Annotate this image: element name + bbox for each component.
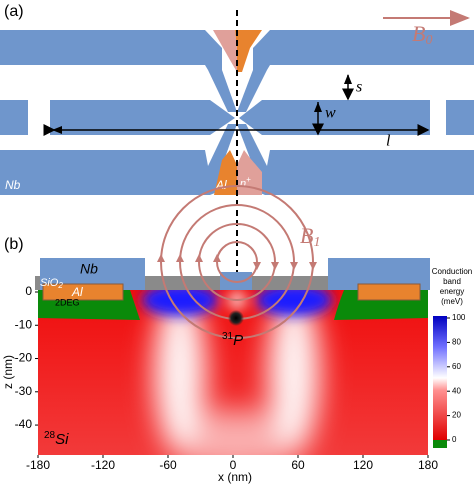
nb-label: Nb	[80, 261, 98, 277]
arrow-head	[314, 102, 322, 112]
colorbar-tick-label: 60	[452, 362, 461, 371]
colorbar-title-line: energy	[440, 287, 464, 296]
donor-sup: 31	[222, 331, 234, 342]
substrate-base: Si	[55, 431, 69, 448]
l-label: l	[386, 133, 391, 150]
oxide-sub: 2	[57, 281, 63, 290]
b0-base: B	[412, 21, 425, 46]
n-plus-top	[213, 30, 237, 72]
nb-label: Nb	[5, 178, 21, 192]
arrow-head	[344, 74, 352, 84]
b1-base: B	[300, 223, 313, 248]
y-tick-label: -30	[15, 384, 33, 398]
colorbar-low	[433, 440, 447, 448]
b0-label: B0	[412, 21, 432, 48]
al-right	[357, 283, 421, 301]
colorbar-tick-label: 0	[452, 435, 457, 444]
x-tick-label: -60	[159, 458, 177, 472]
substrate-sup: 28	[44, 430, 56, 441]
colorbar-tick-label: 100	[452, 313, 466, 322]
b1-label: B1	[300, 223, 320, 250]
colorbar-tick-label: 40	[452, 386, 461, 395]
donor-dot	[228, 310, 244, 326]
oxide-base: SiO	[40, 277, 59, 289]
al-bottom	[214, 150, 237, 195]
colorbar-tick-label: 20	[452, 411, 461, 420]
colorbar	[433, 316, 447, 440]
x-tick-label: 120	[353, 458, 373, 472]
al-label: Al	[71, 285, 83, 299]
x-tick-label: 60	[291, 458, 305, 472]
n-plus-label: n+	[240, 175, 251, 190]
panel-label: (b)	[4, 236, 24, 253]
y-tick-label: -40	[15, 417, 33, 431]
x-tick-label: 0	[230, 458, 237, 472]
b0-sub: 0	[425, 33, 432, 48]
al-top	[235, 30, 262, 72]
y-tick-label: -10	[15, 317, 33, 331]
n-sup: +	[246, 175, 251, 184]
donor-label: 31P	[222, 331, 243, 349]
x-tick-label: 180	[418, 458, 438, 472]
al-label: Al	[215, 178, 227, 192]
arrow-head	[52, 126, 62, 134]
colorbar-title-line: band	[443, 277, 461, 286]
n-base: n	[240, 178, 246, 190]
2deg-label: 2DEG	[55, 297, 80, 307]
colorbar-title-line: Conduction	[432, 267, 472, 276]
s-label: s	[356, 79, 362, 96]
x-axis-title: x (nm)	[218, 470, 252, 484]
x-tick-label: -120	[91, 458, 115, 472]
al-left	[42, 283, 124, 301]
y-tick-label: -20	[15, 351, 33, 365]
y-axis-title: z (nm)	[1, 355, 15, 389]
donor-base: P	[233, 332, 243, 349]
n-plus-bottom	[237, 150, 262, 195]
panel-label: (a)	[4, 3, 24, 20]
colorbar-tick-label: 80	[452, 338, 461, 347]
y-tick-label: 0	[25, 284, 32, 298]
colorbar-title-line: (meV)	[441, 297, 463, 306]
w-label: w	[325, 105, 336, 122]
oxide-label: SiO2	[40, 277, 63, 290]
x-tick-label: -180	[26, 458, 50, 472]
axes: -180 -120 -60 0 60 120 180 0 -10 -20 -30 -40 100 80 60…	[15, 284, 466, 472]
substrate-label: 28Si	[44, 430, 69, 448]
field-arrows	[157, 254, 317, 270]
b1-sub: 1	[313, 235, 320, 250]
